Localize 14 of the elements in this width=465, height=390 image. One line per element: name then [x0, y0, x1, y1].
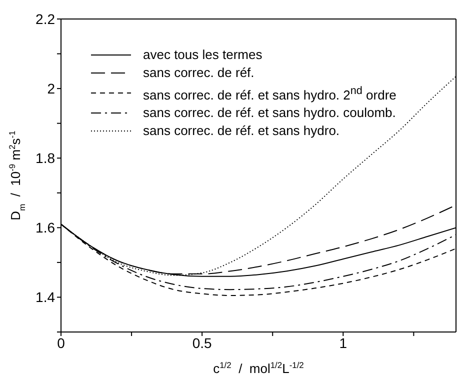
legend-label: sans correc. de réf. et sans hydro.: [143, 122, 340, 140]
y-tick-label: 2: [47, 80, 56, 97]
y-tick-label: 1.4: [36, 289, 56, 306]
legend-label: sans correc. de réf.: [143, 64, 254, 82]
legend-label: sans correc. de réf. et sans hydro. coulomb.: [143, 104, 396, 122]
y-tick-label: 1.6: [36, 220, 56, 236]
x-axis-title: c$^{1/2}$ / mol$^{1/2}$L$^{-1/2}$: [213, 360, 304, 376]
x-tick-label: 0: [57, 334, 66, 351]
y-tick-label: 1.8: [36, 150, 56, 166]
y-tick-label: 2.2: [36, 10, 56, 27]
legend-label: sans correc. de réf. et sans hydro. 2$^{nd}$ ordre: [143, 84, 396, 104]
x-tick-label: 0.5: [192, 334, 212, 351]
legend-label: avec tous les termes: [143, 46, 262, 64]
x-tick-label: 1: [339, 334, 348, 351]
